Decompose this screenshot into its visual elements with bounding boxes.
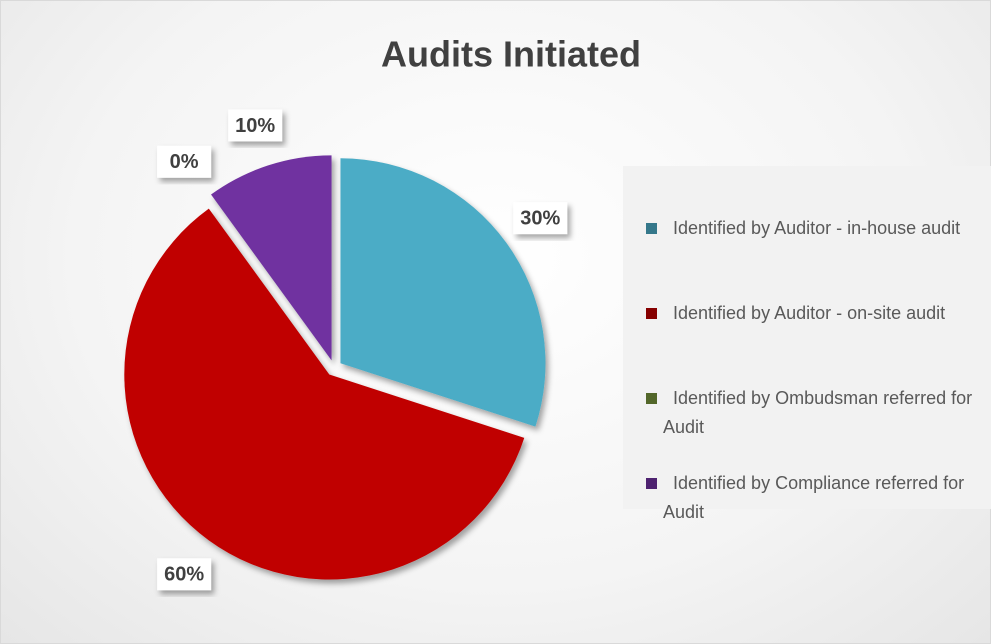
legend-label: Identified by Auditor - on-site audit	[673, 303, 946, 323]
legend-swatch	[646, 223, 657, 234]
legend-label: Identified by Ombudsman referred for Aud…	[663, 388, 973, 437]
legend-item: Identified by Auditor - in-house audit	[646, 214, 983, 243]
legend-label: Identified by Auditor - in-house audit	[673, 218, 961, 238]
data-label-box	[228, 109, 283, 142]
data-label: 10%	[235, 115, 275, 137]
data-label-box	[513, 202, 568, 235]
data-label-box	[157, 558, 212, 591]
legend-item: Identified by Ombudsman referred for Aud…	[646, 384, 983, 442]
pie-slice	[211, 155, 332, 361]
data-label-box	[157, 145, 212, 178]
chart-title: Audits Initiated	[381, 34, 641, 75]
data-label: 60%	[164, 564, 204, 586]
legend-item: Identified by Compliance referred for Au…	[646, 469, 983, 527]
pie-slice	[340, 158, 546, 427]
legend-item: Identified by Auditor - on-site audit	[646, 299, 983, 328]
legend-label: Identified by Compliance referred for Au…	[663, 473, 965, 522]
pie	[124, 155, 546, 580]
data-label: 0%	[170, 151, 199, 173]
data-label: 30%	[520, 207, 560, 229]
legend-swatch	[646, 393, 657, 404]
legend: Identified by Auditor - in-house audit Id…	[623, 166, 991, 522]
pie-slice	[124, 208, 525, 580]
legend-swatch	[646, 478, 657, 489]
legend-swatch	[646, 308, 657, 319]
